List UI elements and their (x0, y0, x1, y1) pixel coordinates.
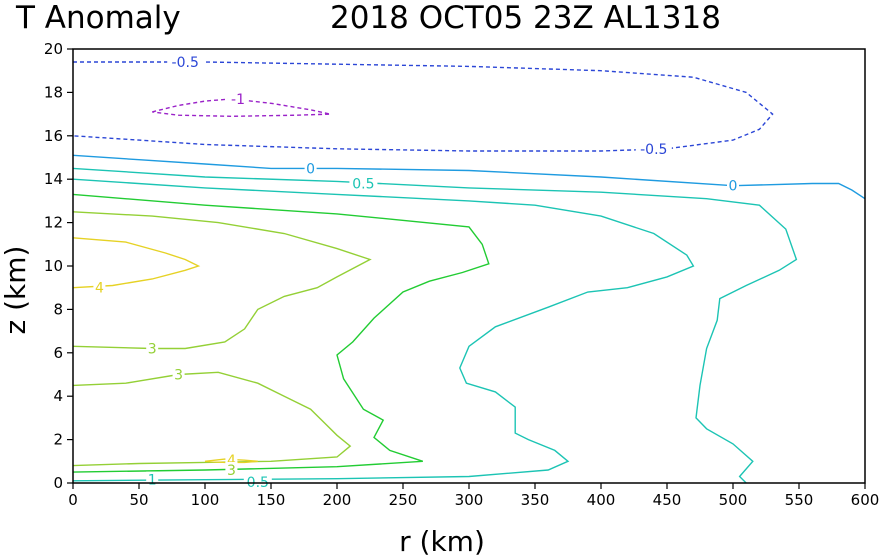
contour-line-0-2 (72, 154, 866, 200)
y-tick-label: 14 (44, 170, 63, 188)
x-tick-label: 250 (389, 491, 418, 509)
contour-label: 1 (148, 473, 157, 489)
y-tick-label: 4 (53, 387, 63, 405)
x-axis-ticks: 0 50 100 150 200 250 300 350 400 450 500 550 600 (68, 483, 879, 509)
contour-label: 0.5 (352, 177, 374, 193)
x-tick-label: 200 (323, 491, 352, 509)
contour-lines (72, 61, 866, 484)
y-axis-ticks: 0 2 4 6 8 10 12 14 16 18 20 (44, 40, 73, 492)
contour-label: 0 (729, 179, 738, 195)
y-tick-label: 16 (44, 127, 63, 145)
contour-label-bg (225, 462, 238, 478)
y-tick-label: 18 (44, 83, 63, 101)
contour-label-bg (349, 175, 378, 192)
x-tick-label: 350 (521, 491, 550, 509)
contour-label: -0.5 (172, 55, 199, 71)
contour-label: -1 (231, 92, 245, 108)
contour-label: 3 (174, 368, 183, 384)
plot-frame (72, 48, 866, 484)
y-tick-label: 6 (53, 344, 63, 362)
y-tick-label: 12 (44, 214, 63, 232)
x-tick-label: 300 (455, 491, 484, 509)
contour-line-2-5 (72, 193, 490, 473)
y-tick-label: 8 (53, 300, 63, 318)
contour-label: 4 (95, 281, 104, 297)
contour-line-4-8 (72, 237, 201, 289)
y-tick-label: 20 (44, 40, 63, 58)
contour-line-1-4 (72, 178, 695, 482)
contour-label-bg (167, 54, 204, 70)
x-tick-label: 550 (785, 491, 814, 509)
contour-label-bg (727, 177, 739, 194)
x-tick-label: 500 (719, 491, 748, 509)
y-tick-label: 2 (53, 431, 63, 449)
x-tick-label: 450 (653, 491, 682, 509)
contour-label-bg (228, 90, 248, 107)
contour-label-bg (243, 473, 272, 490)
contour-line-neg1-1 (152, 98, 331, 118)
contour-label-bg (172, 366, 185, 383)
x-tick-label: 600 (851, 491, 879, 509)
contour-label: 3 (148, 342, 157, 358)
contour-line-0p5-3 (72, 167, 798, 484)
x-tick-label: 150 (257, 491, 286, 509)
contour-label: -0.5 (640, 142, 667, 158)
chart-title-left: T Anomaly (15, 0, 181, 36)
contour-line-4-9 (204, 458, 258, 464)
y-tick-label: 10 (44, 257, 63, 275)
contour-line-3-6 (72, 211, 372, 350)
contour-label: 0 (306, 161, 315, 177)
y-axis-title: z (km) (0, 246, 32, 335)
contour-line-neg0p5-0 (72, 61, 774, 152)
contour-label-bg (635, 140, 672, 157)
contour-label: 4 (227, 453, 236, 469)
x-tick-label: 50 (129, 491, 148, 509)
contour-label-bg (93, 279, 106, 296)
y-tick-label: 0 (53, 474, 63, 492)
x-axis-title: r (km) (399, 525, 485, 558)
contour-label: 3 (227, 463, 236, 479)
contour-label-bg (146, 340, 159, 357)
x-tick-label: 400 (587, 491, 616, 509)
x-tick-label: 100 (191, 491, 220, 509)
x-tick-label: 0 (68, 491, 78, 509)
contour-line-3-7 (72, 371, 352, 467)
chart-title-right: 2018 OCT05 23Z AL1318 (330, 0, 721, 36)
contour-label-bg (304, 160, 317, 177)
